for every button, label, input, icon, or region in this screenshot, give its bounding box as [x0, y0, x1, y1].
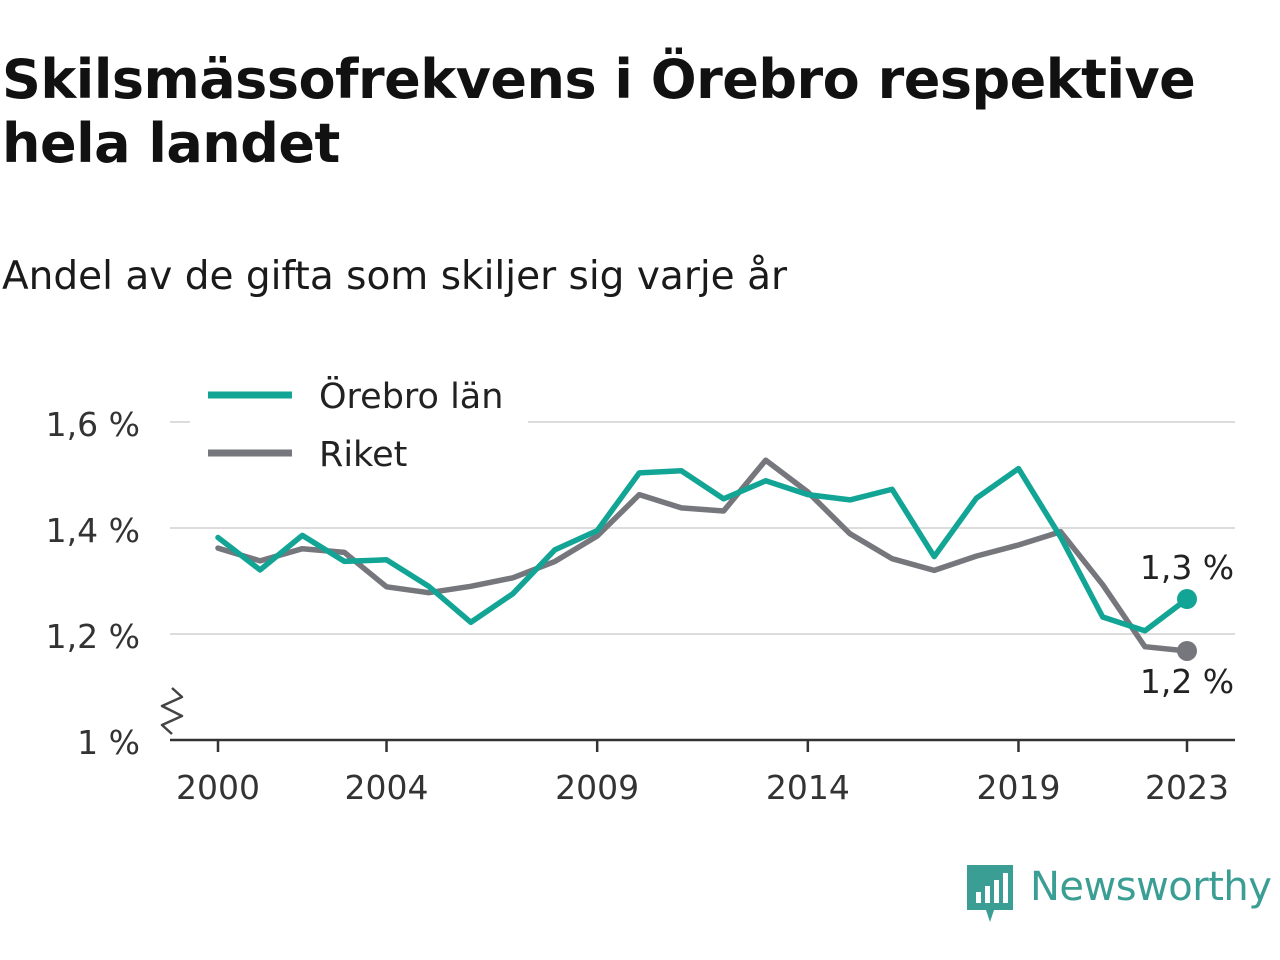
x-tick-label: 2023: [1145, 768, 1229, 807]
x-axis: [160, 687, 1235, 752]
end-value-label: 1,3 %: [1140, 548, 1234, 587]
legend-label: Örebro län: [319, 375, 503, 417]
y-axis-break-icon: [160, 687, 184, 735]
legend: Örebro län Riket: [190, 368, 528, 480]
newsworthy-brand: Newsworthy: [964, 862, 1272, 926]
y-tick-label: 1 %: [77, 723, 140, 762]
y-tick-label: 1,4 %: [46, 511, 140, 550]
y-tick-label: 1,6 %: [46, 405, 140, 444]
x-axis-labels: 2000 2004 2009 2014 2019 2023: [176, 768, 1229, 807]
newsworthy-logo-icon: [967, 865, 1013, 922]
x-tick-label: 2014: [766, 768, 850, 807]
line-chart: 1 %1,2 %1,4 %1,6 % 2000 2004 2009 2014 2019 2…: [45, 368, 1235, 807]
x-tick-label: 2009: [555, 768, 639, 807]
series-end-markers: 1,3 % 1,2 %: [1140, 548, 1234, 701]
series-line: [215, 465, 1190, 634]
y-axis-labels: 1 % 1,2 % 1,4 % 1,6 %: [46, 405, 140, 762]
x-tick-label: 2019: [976, 768, 1060, 807]
x-tick-label: 2004: [345, 768, 429, 807]
chart-subtitle: Andel av de gifta som skiljer sig varje …: [2, 254, 788, 299]
y-tick-label: 1,2 %: [46, 617, 140, 656]
legend-label: Riket: [319, 435, 407, 475]
x-tick-label: 2000: [176, 768, 260, 807]
series-line: [215, 457, 1190, 654]
brand-name: Newsworthy: [1030, 864, 1272, 910]
legend-background: [190, 368, 528, 480]
end-value-label: 1,2 %: [1140, 662, 1234, 701]
end-point-marker: [1177, 589, 1197, 610]
end-point-marker: [1177, 640, 1197, 661]
series-lines: [215, 457, 1190, 654]
chart-title: Skilsmässofrekvens i Örebro respektive h…: [2, 48, 1196, 175]
